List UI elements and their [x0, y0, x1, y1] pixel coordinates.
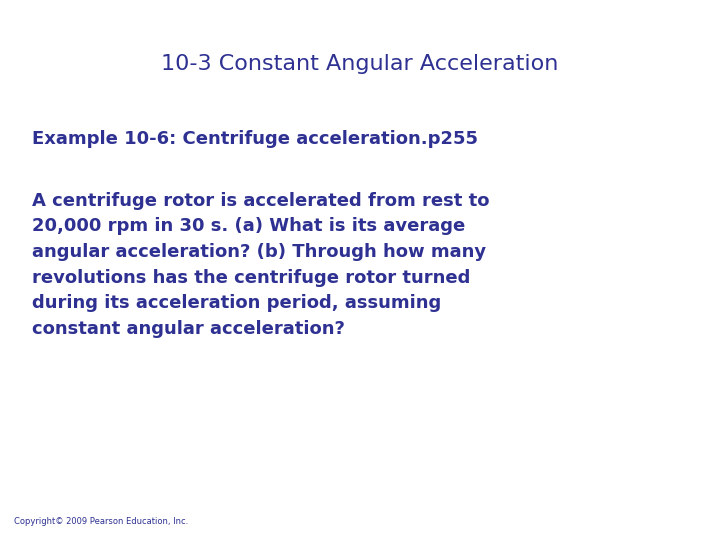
Text: Copyright© 2009 Pearson Education, Inc.: Copyright© 2009 Pearson Education, Inc.: [14, 517, 189, 526]
Text: Example 10-6: Centrifuge acceleration.p255: Example 10-6: Centrifuge acceleration.p2…: [32, 130, 478, 147]
Text: A centrifuge rotor is accelerated from rest to
20,000 rpm in 30 s. (a) What is i: A centrifuge rotor is accelerated from r…: [32, 192, 490, 338]
Text: 10-3 Constant Angular Acceleration: 10-3 Constant Angular Acceleration: [161, 54, 559, 74]
